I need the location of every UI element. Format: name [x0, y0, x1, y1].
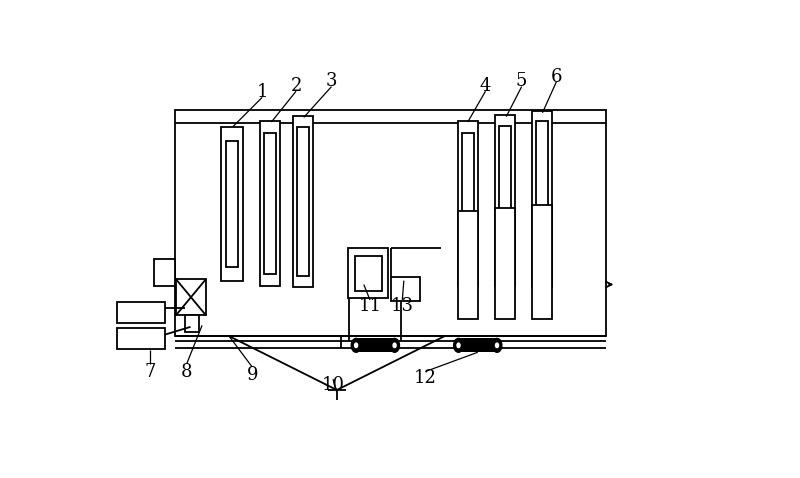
- Bar: [222, 127, 243, 281]
- Text: 4: 4: [480, 77, 491, 95]
- Ellipse shape: [492, 338, 502, 352]
- Bar: [293, 116, 313, 287]
- Ellipse shape: [393, 343, 396, 348]
- Text: 10: 10: [322, 376, 345, 393]
- Text: 12: 12: [414, 369, 437, 388]
- Ellipse shape: [390, 338, 399, 352]
- Bar: [175, 110, 606, 336]
- Bar: [532, 205, 552, 319]
- Bar: [260, 120, 280, 286]
- Text: 11: 11: [358, 297, 382, 315]
- Bar: [264, 133, 276, 274]
- Bar: [349, 248, 389, 298]
- Bar: [532, 111, 552, 287]
- Ellipse shape: [454, 338, 463, 352]
- Text: 1: 1: [257, 83, 268, 101]
- Bar: [494, 207, 514, 319]
- Bar: [297, 127, 309, 276]
- Ellipse shape: [495, 343, 498, 348]
- Text: 2: 2: [290, 77, 302, 95]
- Text: 13: 13: [391, 297, 414, 315]
- Bar: [356, 338, 394, 352]
- Bar: [535, 121, 548, 277]
- Bar: [176, 279, 206, 315]
- Bar: [118, 302, 165, 323]
- Bar: [185, 315, 199, 332]
- Text: 5: 5: [516, 72, 527, 90]
- Bar: [390, 277, 420, 302]
- Bar: [498, 126, 511, 275]
- Ellipse shape: [354, 343, 358, 348]
- Bar: [226, 141, 238, 267]
- Bar: [154, 259, 175, 286]
- Text: 3: 3: [326, 72, 338, 90]
- Bar: [118, 328, 165, 349]
- Ellipse shape: [457, 343, 460, 348]
- Bar: [458, 338, 497, 352]
- Bar: [462, 133, 474, 274]
- Text: 8: 8: [181, 362, 193, 380]
- Bar: [354, 256, 382, 292]
- Text: 9: 9: [246, 366, 258, 384]
- Text: 6: 6: [550, 67, 562, 86]
- Bar: [494, 115, 514, 286]
- Bar: [458, 120, 478, 286]
- Bar: [458, 211, 478, 319]
- Text: 7: 7: [144, 362, 155, 380]
- Ellipse shape: [351, 338, 361, 352]
